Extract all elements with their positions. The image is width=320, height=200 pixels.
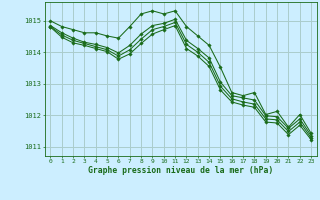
X-axis label: Graphe pression niveau de la mer (hPa): Graphe pression niveau de la mer (hPa) — [88, 166, 273, 175]
